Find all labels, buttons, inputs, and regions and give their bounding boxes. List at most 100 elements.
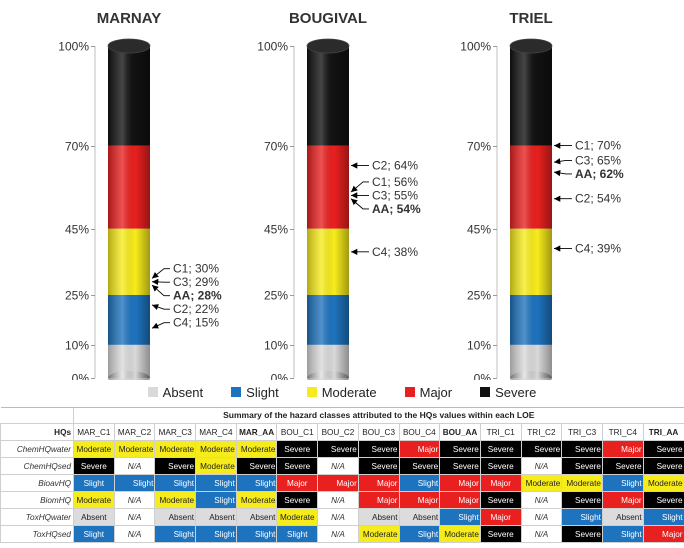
- table-row: BioavHQ Slight Slight Slight Slight Slight Maj…: [0, 474, 684, 492]
- table-cell: Absent: [73, 508, 115, 526]
- legend-item-slight: Slight: [231, 385, 279, 400]
- legend-item-severe: Severe: [480, 385, 536, 400]
- y-tick-label: 25%: [467, 289, 491, 303]
- annotation-arrow: [350, 181, 369, 193]
- table-cell: Major: [479, 474, 522, 492]
- y-tick-label: 0%: [474, 372, 492, 381]
- table-cell: Major: [439, 491, 481, 509]
- table-cell: Slight: [398, 474, 441, 492]
- y-tick-label: 100%: [257, 40, 288, 54]
- table-cell: Major: [317, 474, 359, 492]
- y-tick-label: 10%: [65, 339, 89, 353]
- table-cell: Moderate: [357, 525, 400, 543]
- table-cell: N/A: [520, 508, 563, 526]
- annotation-label: C4; 38%: [372, 245, 418, 259]
- chart-legend: Absent Slight Moderate Major Severe: [0, 381, 684, 403]
- table-row: ToxHQsed Slight N/A Slight Slight Slight Sligh…: [0, 525, 684, 543]
- chart-title: MARNAY: [97, 10, 161, 27]
- cylinder-base-shading: [108, 371, 150, 380]
- annotation-label: C3; 29%: [173, 275, 219, 289]
- column-header: MAR_C3: [154, 423, 197, 441]
- y-tick-label: 45%: [264, 223, 288, 237]
- annotation-label: C2; 54%: [575, 192, 621, 206]
- table-cell: Severe: [398, 457, 441, 475]
- table-cell: Slight: [276, 525, 319, 543]
- row-header: ToxHQwater: [0, 508, 74, 526]
- annotation: C4; 39%: [554, 242, 621, 256]
- annotation: C2; 64%: [351, 159, 418, 173]
- table-cell: Severe: [154, 457, 197, 475]
- table-cell: Severe: [520, 440, 563, 458]
- table-cell: Slight: [73, 525, 115, 543]
- table-cell: Major: [601, 491, 644, 509]
- table-cell: Severe: [479, 440, 522, 458]
- table-cell: Slight: [642, 508, 684, 526]
- column-header: TRI_C3: [561, 423, 603, 441]
- column-header: TRI_AA: [642, 423, 684, 441]
- column-header: BOU_C3: [357, 423, 400, 441]
- cylinder-top: [306, 38, 350, 54]
- table-cell: Slight: [398, 525, 441, 543]
- cylinder-base-shading: [510, 371, 552, 380]
- table-cell: Slight: [195, 525, 237, 543]
- table-cell: N/A: [113, 508, 156, 526]
- table-cell: Severe: [561, 440, 603, 458]
- annotation-arrow: [151, 284, 170, 297]
- legend-swatch: [480, 387, 491, 397]
- table-cell: N/A: [113, 525, 156, 543]
- annotation-label: C2; 22%: [173, 302, 219, 316]
- table-cell: Moderate: [73, 491, 115, 509]
- table-header-row: HQs MAR_C1 MAR_C2 MAR_C3 MAR_C4 MAR_AA BOU_C1…: [0, 423, 684, 441]
- table-cell: Severe: [479, 491, 522, 509]
- annotation: AA; 62%: [553, 167, 624, 181]
- row-header: ChemHQsed: [0, 457, 74, 475]
- row-header: ToxHQsed: [0, 525, 74, 543]
- table-cell: Slight: [154, 474, 197, 492]
- table-cell: N/A: [317, 491, 359, 509]
- column-header: TRI_C2: [520, 423, 563, 441]
- column-header: BOU_C4: [398, 423, 441, 441]
- column-header: MAR_C1: [73, 423, 115, 441]
- y-tick-label: 70%: [65, 140, 89, 154]
- table-cell: Severe: [561, 491, 603, 509]
- table-row: ChemHQwater Moderate Moderate Moderate Moder…: [0, 440, 684, 458]
- table-cell: Major: [642, 525, 684, 543]
- table-row: BiomHQ Moderate N/A Moderate Slight Moderate S…: [0, 491, 684, 509]
- y-tick-label: 45%: [65, 223, 89, 237]
- annotation-label: C1; 56%: [372, 175, 418, 189]
- table-cell: Slight: [113, 474, 156, 492]
- annotation-label: C2; 64%: [372, 159, 418, 173]
- table-cell: Moderate: [276, 508, 319, 526]
- legend-label: Severe: [495, 384, 537, 400]
- table-cell: N/A: [113, 491, 156, 509]
- legend-label: Moderate: [321, 384, 377, 400]
- table-cell: Slight: [235, 474, 278, 492]
- cylinder-top: [509, 38, 553, 54]
- annotation: C3; 65%: [553, 153, 621, 167]
- legend-swatch: [147, 387, 158, 397]
- table-row: ToxHQwater Absent N/A Absent Absent Absent Mod…: [0, 508, 684, 526]
- column-header: MAR_AA: [235, 423, 278, 441]
- column-header: TRI_C4: [601, 423, 644, 441]
- cylinder-shading: [307, 46, 349, 378]
- table-cell: Absent: [357, 508, 400, 526]
- annotation-arrow: [151, 268, 170, 279]
- annotation-label: C1; 30%: [173, 262, 219, 276]
- table-cell: Moderate: [73, 440, 115, 458]
- table-cell: Slight: [195, 491, 237, 509]
- annotation-arrow: [350, 198, 369, 210]
- table-cell: Slight: [154, 525, 197, 543]
- table-cell: Severe: [357, 457, 400, 475]
- table-caption: Summary of the hazard classes attributed…: [73, 407, 684, 424]
- legend-item-major: Major: [404, 385, 452, 400]
- table-cell: N/A: [317, 457, 359, 475]
- legend-swatch: [404, 387, 415, 397]
- table-cell: Moderate: [235, 491, 278, 509]
- column-header: MAR_C4: [195, 423, 237, 441]
- table-cell: N/A: [317, 508, 359, 526]
- table-cell: Severe: [439, 457, 481, 475]
- table-cell: Severe: [642, 457, 684, 475]
- annotation-label: C4; 15%: [173, 316, 219, 330]
- table-cell: Severe: [357, 440, 400, 458]
- table-cell: Slight: [601, 525, 644, 543]
